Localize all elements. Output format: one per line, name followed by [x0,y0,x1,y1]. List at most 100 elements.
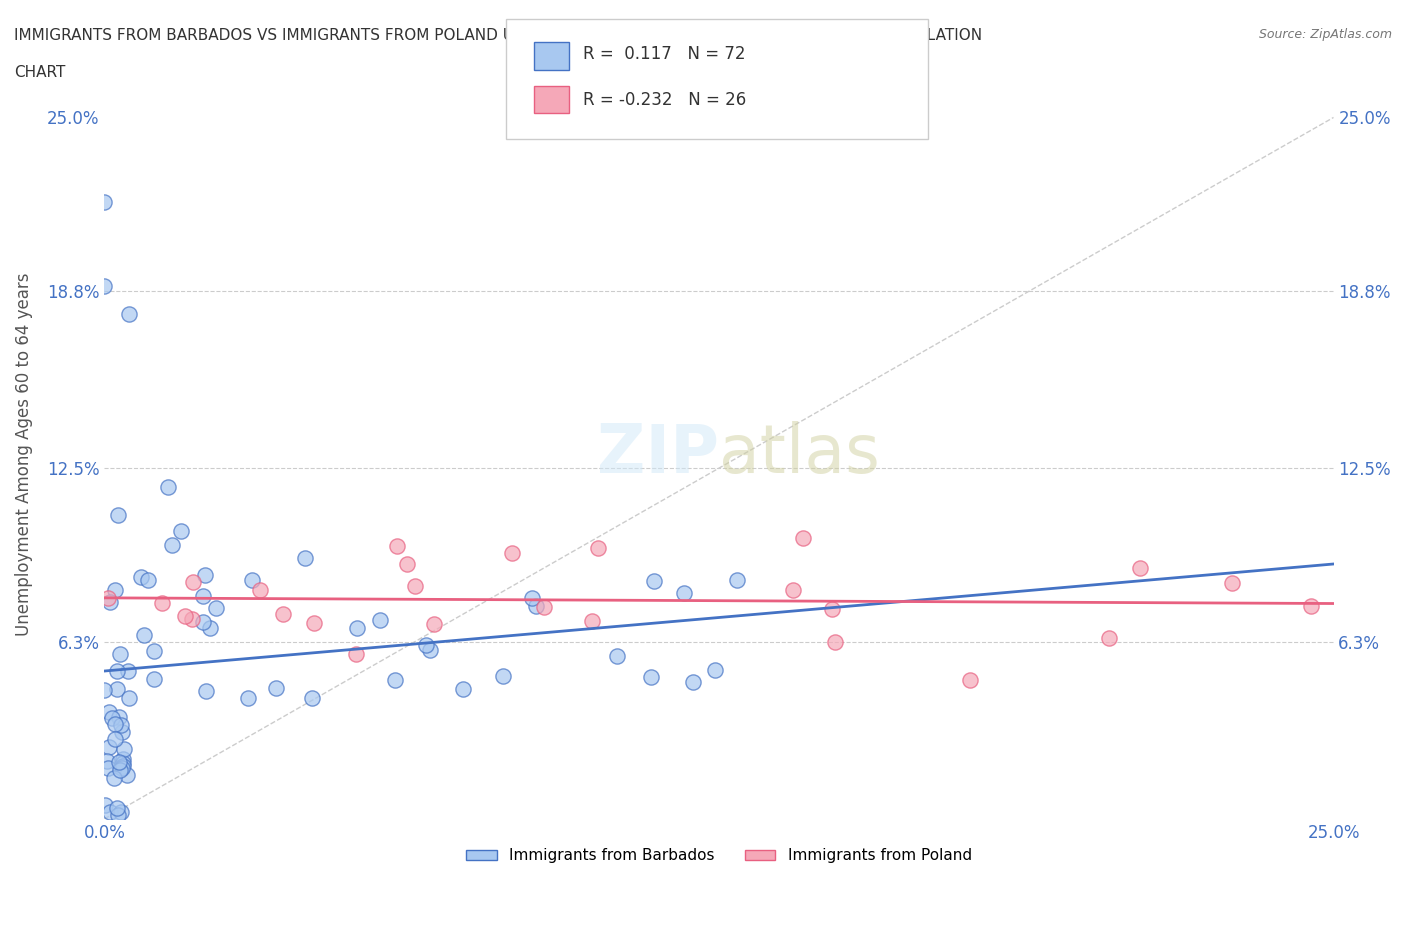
Point [193,588,215,603]
Point [96,753,118,768]
Point [422,617,444,631]
Point [1220,576,1243,591]
Point [294,550,316,565]
Point [415,638,437,653]
Point [181,575,204,590]
Point [108,762,131,777]
Text: Source: ZipAtlas.com: Source: ZipAtlas.com [1258,28,1392,41]
Point [112,751,135,766]
Point [249,583,271,598]
Point [105,664,128,679]
Point [108,760,131,775]
Point [98,804,121,819]
Point [404,578,426,593]
Text: atlas: atlas [718,421,880,487]
Point [824,635,846,650]
Point [792,530,814,545]
Point [110,718,132,733]
Point [368,613,391,628]
Point [301,691,323,706]
Point [117,663,139,678]
Point [97,761,120,776]
Point [107,807,129,822]
Point [150,595,173,610]
Point [111,725,134,740]
Point [170,524,193,538]
Point [520,591,543,605]
Point [142,671,165,686]
Point [118,306,141,321]
Point [94,798,117,813]
Point [108,710,131,724]
Point [105,801,128,816]
Point [198,620,221,635]
Point [173,608,195,623]
Point [240,573,263,588]
Point [304,616,326,631]
Point [195,684,218,698]
Point [205,600,228,615]
Point [1301,599,1323,614]
Point [104,731,127,746]
Point [782,582,804,597]
Point [93,683,115,698]
Point [104,716,127,731]
Point [136,573,159,588]
Point [682,674,704,689]
Point [533,600,555,615]
Text: R =  0.117   N = 72: R = 0.117 N = 72 [583,45,747,63]
Point [384,672,406,687]
Point [581,613,603,628]
Point [346,620,368,635]
Point [191,615,214,630]
Text: CHART: CHART [14,65,66,80]
Y-axis label: Unemployment Among Ages 60 to 64 years: Unemployment Among Ages 60 to 64 years [15,272,32,636]
Point [157,480,180,495]
Point [104,582,127,597]
Point [108,754,131,769]
Point [1129,560,1152,575]
Point [672,586,695,601]
Point [97,591,120,605]
Text: IMMIGRANTS FROM BARBADOS VS IMMIGRANTS FROM POLAND UNEMPLOYMENT AMONG AGES 60 TO: IMMIGRANTS FROM BARBADOS VS IMMIGRANTS F… [14,28,983,43]
Point [181,612,204,627]
Point [93,194,115,209]
Point [98,595,121,610]
Point [112,758,135,773]
Point [105,681,128,696]
Point [160,538,183,552]
Point [264,681,287,696]
Point [111,756,134,771]
Point [98,739,121,754]
Point [194,567,217,582]
Text: R = -0.232   N = 26: R = -0.232 N = 26 [583,90,747,109]
Point [640,669,662,684]
Point [643,574,665,589]
Point [97,704,120,719]
Point [344,646,367,661]
Point [451,681,474,696]
Point [703,662,725,677]
Point [111,761,134,776]
Point [142,643,165,658]
Point [385,538,408,553]
Point [115,767,138,782]
Point [606,649,628,664]
Point [524,599,547,614]
Point [236,691,259,706]
Point [107,508,129,523]
Point [131,569,153,584]
Point [132,628,155,643]
Point [419,643,441,658]
Point [501,546,523,561]
Point [100,711,122,725]
Point [103,771,125,786]
Point [112,741,135,756]
Point [395,557,418,572]
Point [118,691,141,706]
Point [725,573,748,588]
Point [959,673,981,688]
Point [110,646,132,661]
Point [1098,631,1121,645]
Point [821,602,844,617]
